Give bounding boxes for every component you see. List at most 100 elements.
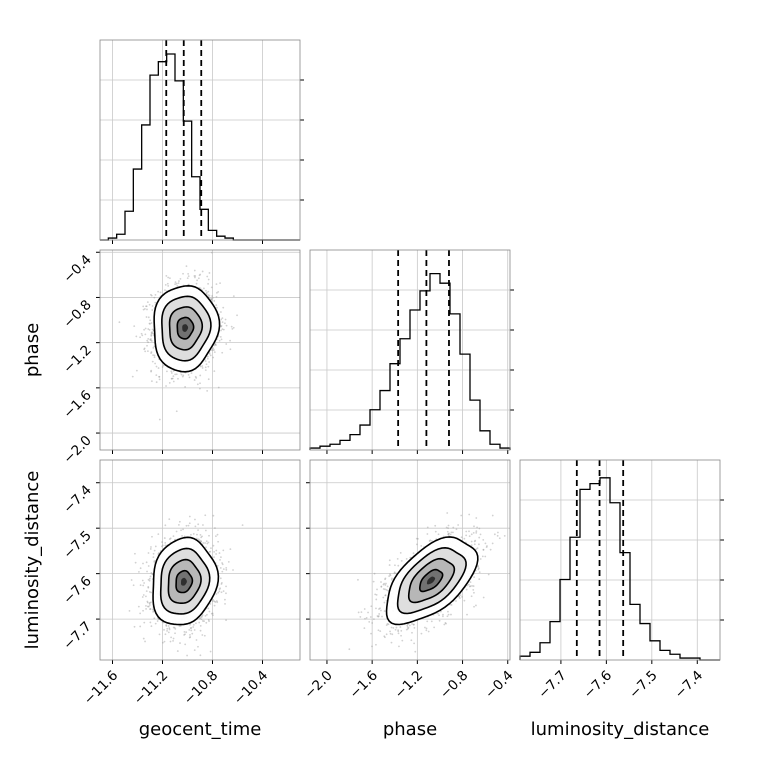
sample-point xyxy=(153,617,156,620)
sample-point xyxy=(137,605,140,608)
sample-point xyxy=(406,625,409,628)
sample-point xyxy=(380,585,383,588)
sample-point xyxy=(143,348,146,351)
sample-point xyxy=(198,539,201,542)
sample-point xyxy=(206,357,209,360)
sample-point xyxy=(450,613,452,616)
sample-point xyxy=(475,548,478,551)
sample-point xyxy=(208,620,210,623)
sample-point xyxy=(142,305,145,308)
sample-point xyxy=(153,560,156,563)
sample-point xyxy=(134,552,136,555)
sample-point xyxy=(383,610,386,612)
sample-point xyxy=(225,566,228,569)
sample-point xyxy=(153,356,156,359)
sample-point xyxy=(141,596,144,598)
sample-point xyxy=(175,373,178,376)
sample-point xyxy=(158,375,160,378)
sample-point xyxy=(193,629,196,631)
sample-point xyxy=(150,322,153,324)
sample-point xyxy=(175,410,178,413)
sample-point xyxy=(209,550,212,553)
sample-point xyxy=(477,543,480,546)
sample-point xyxy=(377,615,380,618)
sample-point xyxy=(208,610,211,613)
sample-point xyxy=(468,513,471,516)
sample-point xyxy=(389,632,392,635)
sample-point xyxy=(174,628,177,630)
sample-point xyxy=(149,601,151,604)
sample-point xyxy=(146,350,149,353)
sample-point xyxy=(213,600,216,603)
sample-point xyxy=(207,378,210,381)
sample-point xyxy=(186,654,188,657)
sample-point xyxy=(225,343,228,345)
sample-point xyxy=(211,600,214,603)
sample-point xyxy=(150,294,153,297)
contour-line xyxy=(167,558,202,605)
sample-point xyxy=(195,282,198,285)
sample-point xyxy=(182,374,185,377)
sample-point xyxy=(205,291,208,294)
sample-point xyxy=(468,535,471,538)
sample-point xyxy=(174,281,177,283)
sample-point xyxy=(158,552,160,554)
sample-point xyxy=(160,545,163,548)
sample-point xyxy=(169,277,171,280)
sample-point xyxy=(161,544,164,547)
sample-point xyxy=(195,537,198,540)
sample-point xyxy=(412,623,415,626)
sample-point xyxy=(220,329,222,332)
sample-point xyxy=(212,347,215,350)
sample-point xyxy=(187,373,190,376)
sample-point xyxy=(220,311,222,313)
sample-point xyxy=(143,582,146,584)
sample-point xyxy=(194,525,197,528)
sample-point xyxy=(202,542,205,544)
sample-point xyxy=(221,562,223,564)
sample-point xyxy=(427,630,430,633)
sample-point xyxy=(177,282,180,284)
sample-point xyxy=(470,540,473,543)
sample-point xyxy=(213,351,216,354)
sample-point xyxy=(151,573,154,576)
sample-point xyxy=(187,275,190,278)
sample-point xyxy=(218,339,221,342)
sample-point xyxy=(207,278,210,281)
sample-point xyxy=(150,338,152,340)
sample-point xyxy=(391,577,393,580)
sample-point xyxy=(438,619,441,622)
sample-point xyxy=(143,328,145,331)
sample-point xyxy=(164,524,167,527)
sample-point xyxy=(139,567,142,570)
sample-point xyxy=(149,621,152,624)
sample-point xyxy=(184,385,187,388)
sample-point xyxy=(203,620,205,623)
sample-point xyxy=(202,524,204,526)
sample-point xyxy=(155,381,158,384)
sample-point xyxy=(190,627,193,629)
sample-point xyxy=(187,524,190,527)
sample-point xyxy=(384,578,386,581)
sample-point xyxy=(478,527,481,530)
sample-point xyxy=(401,639,404,642)
sample-point xyxy=(182,272,184,275)
sample-point xyxy=(157,553,160,555)
sample-point xyxy=(210,298,213,301)
sample-point xyxy=(447,533,450,536)
contour-line xyxy=(176,316,195,340)
sample-point xyxy=(144,350,147,353)
sample-point xyxy=(210,612,213,615)
sample-point xyxy=(400,559,403,562)
sample-point xyxy=(188,376,191,379)
sample-point xyxy=(224,602,226,605)
sample-point xyxy=(130,579,133,581)
frame-geocent_time-luminosity_distance xyxy=(99,459,301,661)
sample-point xyxy=(170,636,173,639)
sample-point xyxy=(192,624,195,626)
sample-point xyxy=(216,601,219,604)
sample-point xyxy=(207,290,210,293)
sample-point xyxy=(390,641,393,644)
sample-point xyxy=(175,530,178,533)
sample-point xyxy=(201,620,204,622)
